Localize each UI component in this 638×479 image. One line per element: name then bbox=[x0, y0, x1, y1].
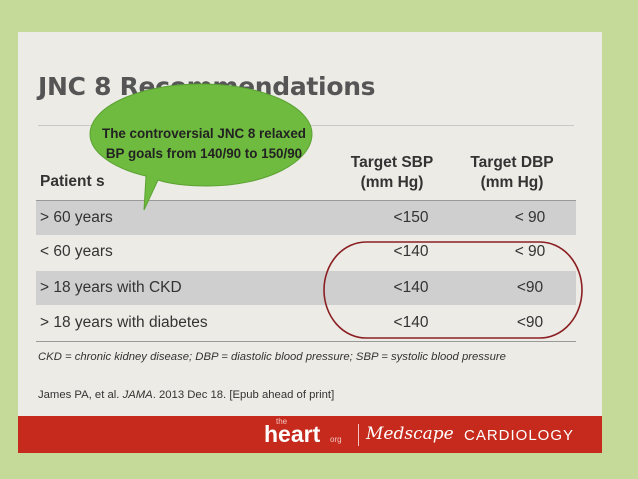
cell-target-dbp: < 90 bbox=[514, 243, 546, 260]
cell-target-sbp: <150 bbox=[393, 209, 429, 226]
abbreviation-footnote: CKD = chronic kidney disease; DBP = dias… bbox=[38, 351, 506, 363]
cell-target-dbp: <90 bbox=[516, 279, 544, 296]
column-header-target-dbp: Target DBP (mm Hg) bbox=[470, 154, 554, 191]
table-row: > 18 years with diabetes <140 <90 bbox=[36, 306, 576, 340]
table-bottom-divider bbox=[36, 341, 576, 342]
brand-org-text: org bbox=[330, 435, 342, 444]
medscape-logo: Medscape bbox=[366, 424, 454, 444]
cell-target-sbp: <140 bbox=[393, 243, 429, 260]
citation: James PA, et al. JAMA. 2013 Dec 18. [Epu… bbox=[38, 389, 334, 401]
brand-separator bbox=[358, 424, 359, 446]
cell-patient: > 18 years with CKD bbox=[40, 279, 182, 296]
cell-patient: > 18 years with diabetes bbox=[40, 314, 208, 331]
footer-brand-bar: the heart org Medscape CARDIOLOGY bbox=[18, 416, 602, 453]
table-row: > 60 years <150 < 90 bbox=[36, 200, 576, 235]
citation-authors: James PA, et al. bbox=[38, 389, 123, 401]
table-row: < 60 years <140 < 90 bbox=[36, 235, 576, 269]
cell-target-sbp: <140 bbox=[393, 314, 429, 331]
cardiology-label: CARDIOLOGY bbox=[464, 427, 575, 444]
table-row: > 18 years with CKD <140 <90 bbox=[36, 271, 576, 305]
cell-target-dbp: < 90 bbox=[514, 209, 546, 226]
cell-target-dbp: <90 bbox=[516, 314, 544, 331]
brand-the-text: the bbox=[276, 417, 288, 426]
citation-details: . 2013 Dec 18. [Epub ahead of print] bbox=[152, 389, 335, 401]
speech-bubble bbox=[89, 83, 313, 211]
highlight-ellipse bbox=[323, 241, 583, 339]
cell-patient: > 60 years bbox=[40, 209, 113, 226]
callout-text: The controversial JNC 8 relaxed BP goals… bbox=[102, 126, 306, 161]
theheart-logo: heart bbox=[264, 421, 321, 447]
cell-patient: < 60 years bbox=[40, 243, 113, 260]
column-header-target-sbp: Target SBP (mm Hg) bbox=[350, 154, 434, 191]
cell-target-sbp: <140 bbox=[393, 279, 429, 296]
citation-journal: JAMA bbox=[122, 389, 153, 401]
column-header-patient: Patient s bbox=[40, 173, 105, 190]
